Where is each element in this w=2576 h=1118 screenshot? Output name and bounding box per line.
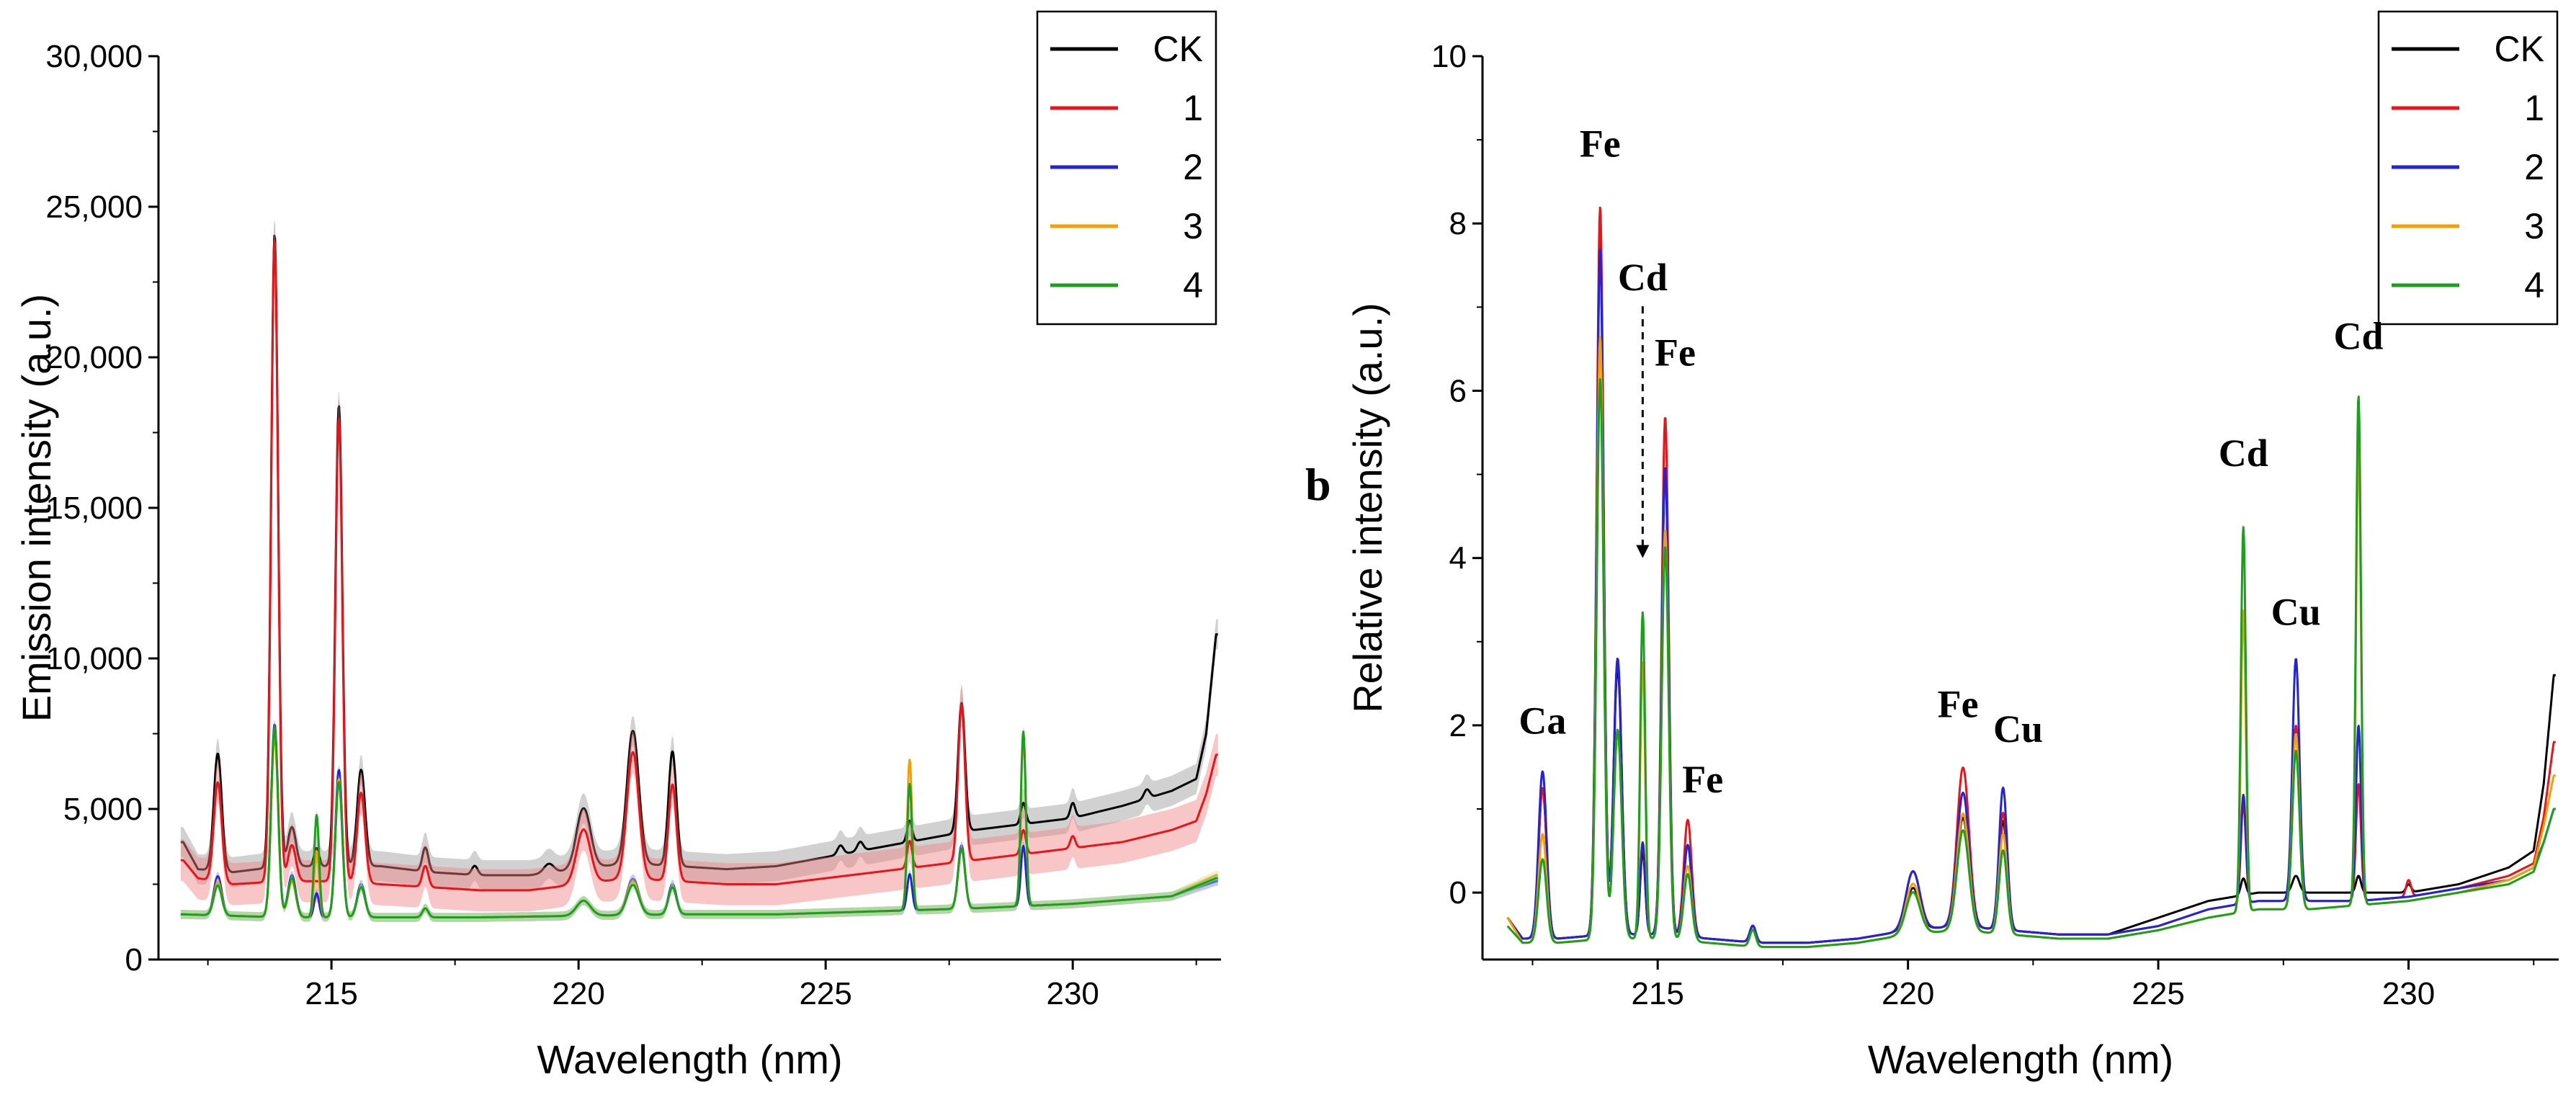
peak-annotation-fe: Fe	[1580, 122, 1621, 165]
y-tick-label: 0	[1449, 875, 1467, 911]
legend-label-3: 3	[2524, 206, 2544, 246]
legend-label-1: 1	[1183, 88, 1203, 128]
x-tick-label: 220	[1882, 976, 1934, 1011]
x-tick-label: 230	[1046, 976, 1099, 1011]
series-line-4	[1506, 377, 2557, 949]
y-tick-label: 30,000	[45, 39, 143, 74]
series-band-4	[180, 723, 1218, 922]
chart-emission-intensity: 0 5,000 10,000 15,000 20,000 25,000 30,000 215 2…	[14, 10, 1221, 1082]
panel-label-b: b	[1305, 459, 1331, 510]
series-line-CK	[180, 234, 1219, 877]
y-tick-label: 10,000	[45, 641, 143, 676]
y-axis-label: Relative intensity (a.u.)	[1345, 303, 1390, 713]
chart-relative-intensity: 0 2 4 6 8 10 215 220 225 230 Wavelength (nm) Relati…	[1345, 10, 2559, 1082]
legend-label-2: 2	[1183, 147, 1203, 187]
y-tick-label: 4	[1449, 541, 1467, 576]
peak-annotation-cu: Cu	[1993, 707, 2043, 751]
legend: CK 1 2 3 4	[1036, 10, 1217, 326]
peak-annotation-cd: Cd	[2219, 431, 2268, 475]
x-axis-label: Wavelength (nm)	[1868, 1037, 2173, 1082]
legend: CK 1 2 3 4	[2377, 10, 2559, 326]
series-line-1	[180, 240, 1219, 892]
y-tick-label: 8	[1449, 206, 1467, 241]
legend-label-1: 1	[2524, 88, 2544, 128]
annotation-arrowhead	[1636, 545, 1650, 558]
series-line-4	[180, 726, 1219, 918]
y-tick-label: 20,000	[45, 340, 143, 375]
peak-annotation-cu: Cu	[2271, 591, 2321, 634]
legend-label-3: 3	[1183, 206, 1203, 246]
x-tick-label: 215	[1631, 976, 1683, 1011]
y-tick-label: 2	[1449, 708, 1467, 743]
y-tick-label: 15,000	[45, 491, 143, 526]
x-tick-label: 230	[2382, 976, 2435, 1011]
y-tick-label: 25,000	[45, 189, 143, 225]
y-tick-label: 6	[1449, 373, 1467, 408]
x-axis-label: Wavelength (nm)	[537, 1037, 842, 1082]
y-tick-label: 10	[1431, 39, 1467, 74]
legend-label-CK: CK	[2495, 29, 2544, 69]
legend-label-2: 2	[2524, 147, 2544, 187]
x-tick-label: 220	[552, 976, 604, 1011]
legend-label-4: 4	[2524, 265, 2544, 305]
peak-annotation-ca: Ca	[1519, 699, 1566, 743]
x-tick-label: 225	[799, 976, 851, 1011]
peak-annotation-cd: Cd	[2334, 314, 2384, 357]
y-axis-label: Emission intensity (a.u.)	[14, 294, 59, 722]
legend-label-4: 4	[1183, 265, 1203, 305]
series-band-3	[180, 732, 1218, 922]
x-tick-label: 215	[305, 976, 357, 1011]
legend-label-CK: CK	[1153, 29, 1203, 69]
peak-annotation-cd: Cd	[1618, 256, 1668, 299]
peak-annotation-fe: Fe	[1655, 331, 1696, 375]
peak-annotation-fe: Fe	[1682, 758, 1723, 801]
peak-annotation-fe: Fe	[1938, 682, 1979, 725]
y-tick-label: 0	[125, 942, 143, 978]
x-tick-label: 225	[2132, 976, 2184, 1011]
y-tick-label: 5,000	[63, 792, 143, 827]
